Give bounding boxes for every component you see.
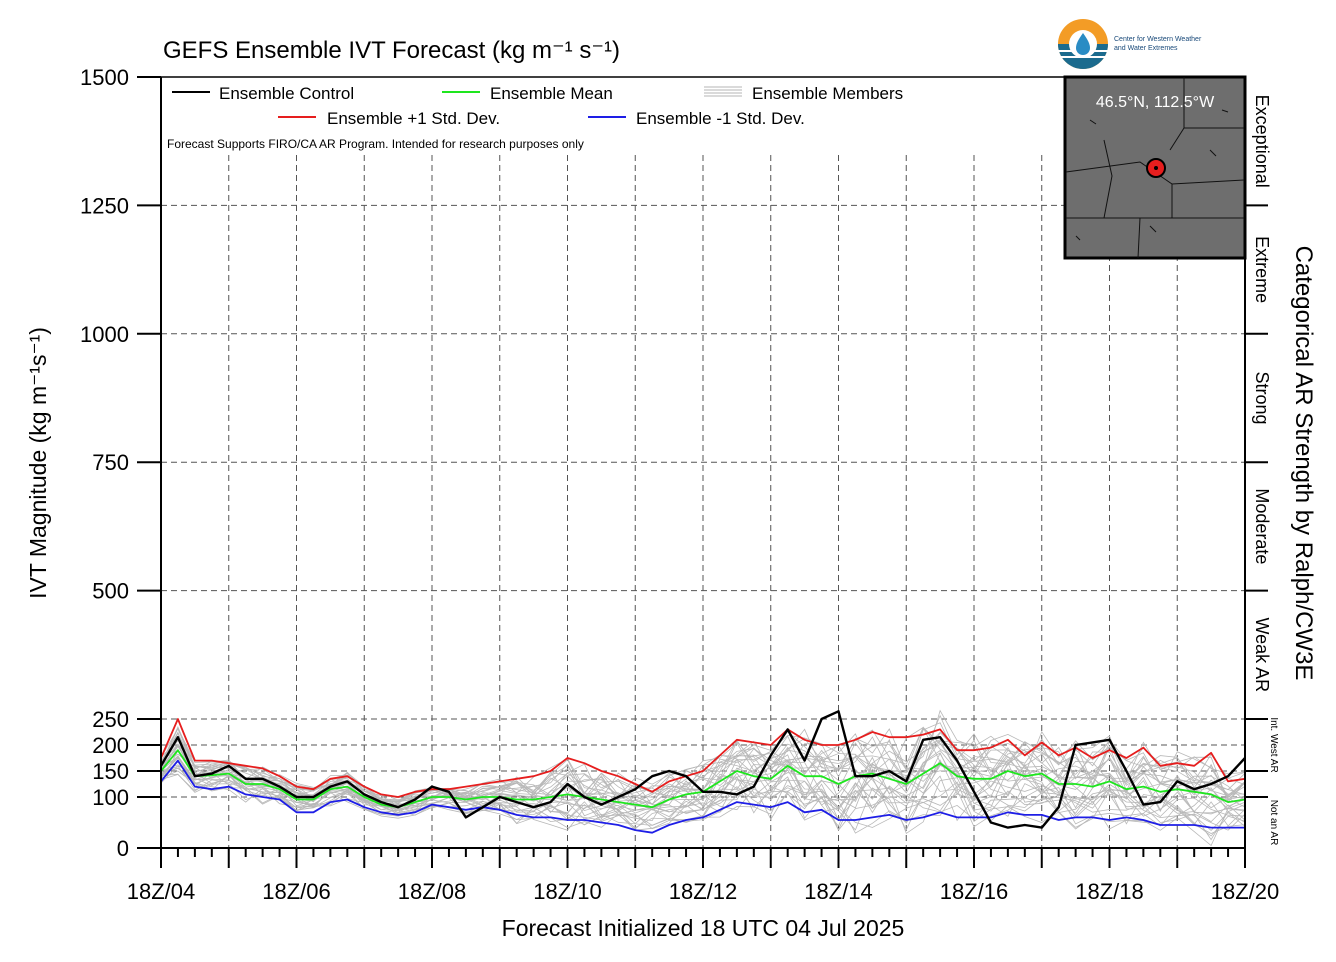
y-tick-label: 1250 (80, 193, 129, 218)
category-label: Moderate (1252, 488, 1272, 564)
ensemble-member-line (160, 765, 1246, 831)
legend-members-swatch (704, 86, 742, 97)
x-tick-label: 18Z/06 (262, 879, 331, 904)
legend-control-label: Ensemble Control (219, 84, 354, 103)
disclaimer-text: Forecast Supports FIRO/CA AR Program. In… (167, 137, 584, 151)
y-tick-label: 1000 (80, 322, 129, 347)
ensemble-minus-std-line (160, 759, 1245, 834)
category-label: Not an AR (1268, 800, 1279, 846)
y-tick-label: 200 (92, 733, 129, 758)
logo-text-line1: Center for Western Weather (1114, 36, 1202, 43)
x-tick-label: 18Z/08 (398, 879, 467, 904)
legend: Ensemble Control Ensemble Mean Ensemble … (167, 84, 903, 151)
y-tick-label: 750 (92, 450, 129, 475)
legend-members-label: Ensemble Members (752, 84, 903, 103)
ensemble-member-line (160, 756, 1246, 814)
y-tick-label: 1500 (80, 65, 129, 90)
y-tick-label: 0 (117, 836, 129, 861)
legend-mean-label: Ensemble Mean (490, 84, 613, 103)
ar-categories: Not an AR Int. West AR Weak AR Moderate Stro… (1245, 95, 1279, 846)
logo-text-line2: and Water Extremes (1114, 45, 1178, 52)
ensemble-member-line (160, 727, 1246, 802)
grid-lines (161, 155, 1245, 848)
y-tick-label: 500 (92, 579, 129, 604)
location-map: 46.5°N, 112.5°W (1063, 75, 1247, 260)
x-tick-label: 18Z/12 (669, 879, 738, 904)
y-tick-label: 100 (92, 785, 129, 810)
ensemble-member-line (160, 767, 1246, 834)
category-label: Int. West AR (1268, 717, 1279, 772)
x-tick-label: 18Z/14 (804, 879, 873, 904)
x-axis-label: Forecast Initialized 18 UTC 04 Jul 2025 (502, 915, 905, 941)
ensemble-member-line (160, 755, 1246, 827)
category-label: Exceptional (1252, 95, 1272, 188)
x-tick-label: 18Z/04 (127, 879, 196, 904)
legend-plus-label: Ensemble +1 Std. Dev. (327, 109, 500, 128)
right-axis-label: Categorical AR Strength by Ralph/CW3E (1290, 246, 1317, 681)
ensemble-member-line (160, 722, 1246, 803)
cw3e-logo: Center for Western Weather and Water Ext… (1058, 19, 1202, 69)
chart-title: GEFS Ensemble IVT Forecast (kg m⁻¹ s⁻¹) (163, 37, 620, 64)
y-tick-label: 150 (92, 759, 129, 784)
x-tick-label: 18Z/10 (533, 879, 602, 904)
ensemble-member-line (160, 727, 1246, 804)
x-tick-label: 18Z/20 (1211, 879, 1280, 904)
ensemble-plus-std-line (160, 718, 1246, 798)
ensemble-control-line (159, 710, 1246, 829)
x-tick-label: 18Z/18 (1075, 879, 1144, 904)
x-ticks: 18Z/04 18Z/06 18Z/08 18Z/10 18Z/12 18Z/14 18Z/… (127, 848, 1280, 904)
series-lines (159, 710, 1246, 834)
legend-minus-label: Ensemble -1 Std. Dev. (636, 109, 805, 128)
category-label: Extreme (1252, 236, 1272, 303)
y-axis-label: IVT Magnitude (kg m⁻¹s⁻¹) (25, 327, 51, 599)
location-label: 46.5°N, 112.5°W (1096, 94, 1215, 111)
x-tick-label: 18Z/16 (940, 879, 1009, 904)
category-label: Strong (1252, 371, 1272, 424)
y-tick-label: 250 (92, 707, 129, 732)
ensemble-member-line (160, 709, 1246, 804)
ensemble-member-line (160, 749, 1246, 824)
category-label: Weak AR (1252, 617, 1272, 692)
